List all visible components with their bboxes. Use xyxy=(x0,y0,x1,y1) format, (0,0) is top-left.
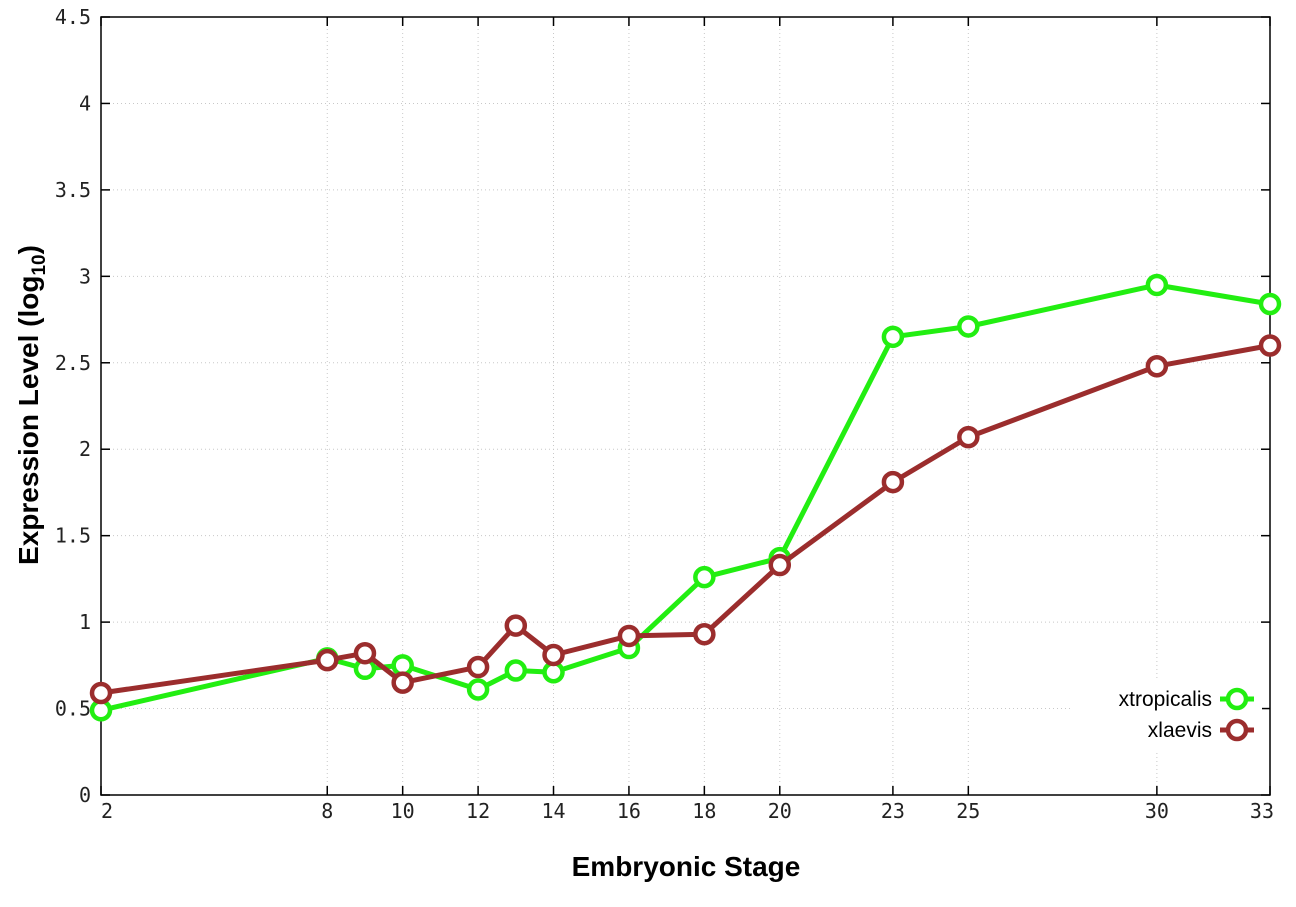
y-tick-label: 3.5 xyxy=(55,178,91,202)
data-point xyxy=(504,614,528,637)
legend-label: xtropicalis xyxy=(1119,688,1212,711)
axis-ticks xyxy=(100,16,1271,796)
y-axis-title-main: Expression Level (log xyxy=(13,276,44,565)
y-tick-label: 0.5 xyxy=(55,697,91,721)
x-tick-label: 25 xyxy=(956,799,980,823)
data-point xyxy=(881,470,905,494)
data-point xyxy=(957,315,980,338)
data-point xyxy=(353,641,377,665)
y-tick-labels: 0 0.5 1 1.5 2 2.5 3 3.5 4 4.5 xyxy=(55,5,91,807)
y-tick-label: 2 xyxy=(79,437,91,461)
x-tick-label: 2 xyxy=(101,799,113,823)
x-tick-label: 14 xyxy=(541,799,565,823)
x-axis-title: Embryonic Stage xyxy=(572,851,801,882)
x-tick-label: 18 xyxy=(692,799,716,823)
data-point xyxy=(1258,292,1282,316)
series-xlaevis xyxy=(89,334,1282,705)
legend-marker-swatch xyxy=(1225,687,1249,711)
y-axis-title-subscript: 10 xyxy=(29,254,50,275)
x-tick-labels: 2 8 10 12 14 16 18 20 23 25 30 33 xyxy=(101,799,1274,823)
data-point xyxy=(1145,354,1169,378)
y-axis-title: Expression Level (log10) xyxy=(13,245,50,565)
x-tick-label: 16 xyxy=(617,799,641,823)
data-point xyxy=(1145,273,1169,297)
x-tick-label: 10 xyxy=(391,799,415,823)
x-tick-label: 23 xyxy=(881,799,905,823)
data-point xyxy=(466,655,490,679)
x-tick-label: 12 xyxy=(466,799,490,823)
data-point xyxy=(391,671,414,694)
legend-label: xlaevis xyxy=(1148,719,1212,742)
data-point xyxy=(881,325,905,349)
legend: xtropicalis xlaevis xyxy=(1072,680,1262,750)
x-tick-label: 30 xyxy=(1145,799,1169,823)
data-point xyxy=(316,648,339,672)
x-tick-label: 33 xyxy=(1250,799,1274,823)
y-tick-label: 0 xyxy=(79,783,91,807)
plot-frame xyxy=(100,16,1271,796)
y-axis-title-close: ) xyxy=(13,245,44,254)
series-line-xtropicalis xyxy=(100,282,1271,713)
data-point xyxy=(504,659,528,682)
data-point xyxy=(542,643,565,667)
grid-lines xyxy=(101,17,1270,795)
y-tick-label: 3 xyxy=(79,264,91,288)
data-point xyxy=(693,565,716,589)
legend-marker-swatch xyxy=(1225,718,1249,742)
y-tick-label: 2.5 xyxy=(55,351,91,375)
data-point xyxy=(89,681,113,705)
data-point xyxy=(1258,334,1282,357)
x-tick-label: 8 xyxy=(321,799,333,823)
y-tick-label: 4 xyxy=(79,91,91,115)
data-point xyxy=(957,425,980,449)
y-tick-label: 1.5 xyxy=(55,524,91,548)
series-xtropicalis xyxy=(89,273,1282,722)
series-layer xyxy=(89,273,1282,722)
y-tick-label: 1 xyxy=(79,610,91,634)
series-line-xlaevis xyxy=(100,343,1271,696)
data-point xyxy=(466,678,490,701)
data-point xyxy=(617,624,641,648)
y-tick-label: 4.5 xyxy=(55,5,91,29)
x-tick-label: 20 xyxy=(768,799,792,823)
data-point xyxy=(693,622,716,646)
data-point xyxy=(768,553,792,577)
